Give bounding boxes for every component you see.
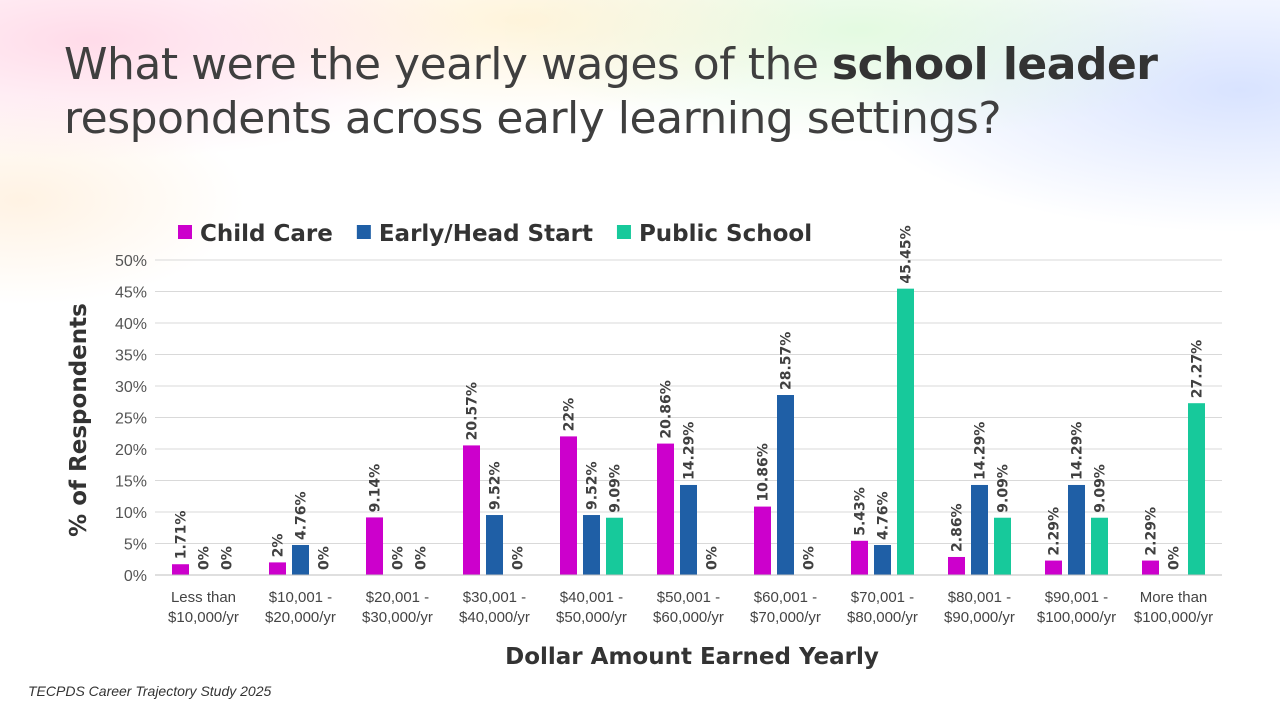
bar-public-school (1091, 517, 1108, 575)
data-label: 9.52% (488, 461, 504, 510)
data-label: 2.86% (950, 503, 966, 552)
bar-child-care (1142, 560, 1159, 575)
data-label: 22% (562, 398, 578, 432)
x-category-label: $10,001 -$20,000/yr (265, 589, 336, 626)
data-label: 28.57% (779, 332, 795, 390)
y-tick-label: 40% (115, 316, 147, 333)
bar-early-head-start (1068, 484, 1085, 575)
data-label: 0% (705, 546, 721, 570)
chart-legend: Child Care Early/Head Start Public School (178, 221, 812, 247)
data-label: 27.27% (1190, 340, 1206, 398)
x-category-label: $90,001 -$100,000/yr (1037, 589, 1116, 626)
bar-early-head-start (292, 545, 309, 575)
data-label: 2.29% (1144, 507, 1160, 556)
data-label: 20.57% (465, 382, 481, 440)
legend-label: Public School (639, 221, 812, 247)
bar-early-head-start (971, 484, 988, 575)
x-axis-categories: Less than $10,000/yr $10,001 -$20,000/yr $2… (168, 589, 1213, 626)
data-label: 0% (511, 546, 527, 570)
data-label: 45.45% (899, 225, 915, 283)
x-category-label: $50,001 -$60,000/yr (653, 589, 724, 626)
data-label: 9.52% (585, 461, 601, 510)
data-label: 2% (271, 534, 287, 558)
y-tick-label: 15% (115, 474, 147, 491)
data-label: 9.09% (1093, 464, 1109, 513)
legend-swatch (178, 225, 192, 239)
legend-label: Child Care (200, 221, 333, 247)
bar-early-head-start (777, 395, 794, 575)
y-tick-label: 50% (115, 253, 147, 270)
source-note: TECPDS Career Trajectory Study 2025 (28, 683, 272, 699)
data-label: 0% (802, 546, 818, 570)
data-label: 0% (317, 546, 333, 570)
y-tick-label: 25% (115, 411, 147, 428)
y-tick-label: 35% (115, 348, 147, 365)
data-label: 2.29% (1047, 507, 1063, 556)
bar-public-school (994, 517, 1011, 575)
bars (172, 288, 1205, 575)
bar-early-head-start (874, 545, 891, 575)
bar-child-care (172, 564, 189, 575)
title-text: What were the yearly wages of the (64, 39, 832, 90)
bar-child-care (851, 540, 868, 575)
data-label: 0% (1167, 546, 1183, 570)
title-text: respondents across early learning settin… (64, 93, 1002, 144)
data-label: 0% (197, 546, 213, 570)
data-label: 0% (414, 546, 430, 570)
data-label: 20.86% (659, 380, 675, 438)
x-category-label: More than $100,000/yr (1134, 589, 1213, 626)
legend-label: Early/Head Start (379, 221, 593, 247)
legend-swatch (356, 225, 371, 239)
x-category-label: $70,001 -$80,000/yr (847, 589, 918, 626)
bar-early-head-start (583, 515, 600, 575)
bar-early-head-start (486, 515, 503, 575)
x-category-label: $80,001 -$90,000/yr (944, 589, 1015, 626)
x-category-label: Less than $10,000/yr (168, 589, 239, 626)
x-axis-title: Dollar Amount Earned Yearly (505, 644, 879, 670)
data-label: 5.43% (853, 487, 869, 536)
bar-public-school (1188, 403, 1205, 575)
data-label: 0% (220, 546, 236, 570)
x-category-label: $40,001 -$50,000/yr (556, 589, 627, 626)
y-tick-label: 30% (115, 379, 147, 396)
y-tick-label: 0% (124, 568, 147, 585)
x-category-label: $60,001 -$70,000/yr (750, 589, 821, 626)
bar-early-head-start (680, 484, 697, 575)
data-label: 9.09% (608, 464, 624, 513)
bar-child-care (366, 517, 383, 575)
y-tick-label: 20% (115, 442, 147, 459)
y-axis-title: % of Respondents (66, 303, 92, 537)
data-label: 4.76% (294, 491, 310, 540)
data-label: 14.29% (682, 422, 698, 480)
y-axis-ticks: 0% 5% 10% 15% 20% 25% 30% 35% 40% 45% 50% (115, 253, 147, 585)
x-category-label: $30,001 -$40,000/yr (459, 589, 530, 626)
y-tick-label: 45% (115, 285, 147, 302)
bar-child-care (754, 506, 771, 575)
bar-child-care (560, 436, 577, 575)
data-label: 0% (391, 546, 407, 570)
bar-child-care (1045, 560, 1062, 575)
data-label: 1.71% (174, 511, 190, 560)
bar-child-care (269, 562, 286, 575)
data-label: 9.09% (996, 464, 1012, 513)
title-emphasis: school leader (831, 39, 1158, 90)
data-label: 14.29% (973, 422, 989, 480)
x-category-label: $20,001 -$30,000/yr (362, 589, 433, 626)
bar-public-school (897, 288, 914, 575)
y-tick-label: 5% (124, 537, 147, 554)
y-tick-label: 10% (115, 505, 147, 522)
data-label: 14.29% (1070, 422, 1086, 480)
data-label: 4.76% (876, 491, 892, 540)
value-labels: 1.71% 0% 0% 2% 4.76% 0% 9.14% 0% 0% 20.57% 9.52% 0%… (174, 225, 1206, 570)
data-label: 10.86% (756, 443, 772, 501)
bar-child-care (463, 445, 480, 575)
slide-title: What were the yearly wages of the school… (64, 38, 1184, 146)
bar-child-care (657, 443, 674, 575)
bar-child-care (948, 556, 965, 575)
legend-swatch (616, 225, 631, 239)
data-label: 9.14% (368, 464, 384, 513)
bar-public-school (606, 517, 623, 575)
